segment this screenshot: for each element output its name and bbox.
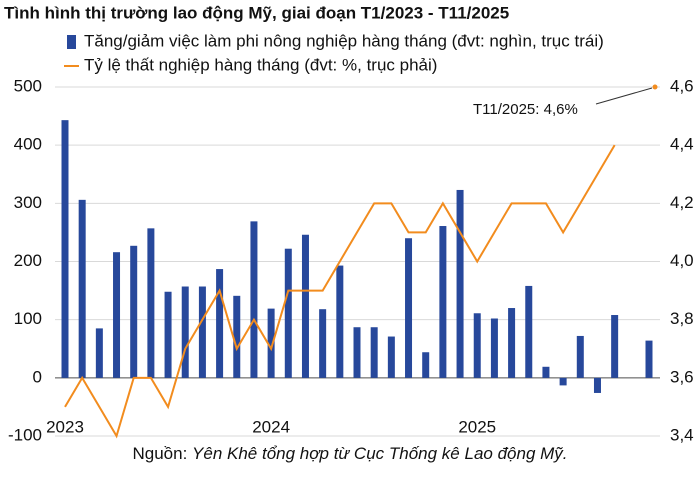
bar (336, 265, 344, 378)
bar (542, 366, 550, 378)
bar (473, 313, 481, 378)
y-tick-label: 100 (14, 309, 42, 328)
bar (61, 120, 69, 378)
bar (130, 245, 138, 378)
bar (611, 315, 619, 378)
bar (593, 377, 601, 393)
bar (439, 226, 447, 378)
source-text: Yên Khê tổng hợp từ Cục Thống kê Lao độn… (192, 444, 567, 463)
bar (422, 352, 430, 378)
bar (233, 295, 241, 378)
bar (370, 327, 378, 378)
bar (198, 286, 206, 378)
bar (113, 252, 121, 378)
y-tick-label: 300 (14, 193, 42, 212)
y2-tick-label: 3,4 (670, 425, 694, 444)
bar (250, 221, 258, 378)
bar (284, 248, 292, 378)
source: Nguồn: Yên Khê tổng hợp từ Cục Thống kê … (132, 444, 567, 463)
line-point (652, 84, 658, 90)
x-tick-label: 2023 (46, 417, 84, 436)
annotation: T11/2025: 4,6% (473, 101, 578, 118)
annotation-leader (595, 87, 653, 105)
bar (490, 318, 498, 378)
bar (576, 335, 584, 378)
y-tick-label: -100 (8, 425, 42, 444)
bar (353, 327, 361, 378)
bar (164, 291, 172, 378)
chart-title: Tình hình thị trường lao động Mỹ, giai đ… (4, 3, 509, 22)
y2-tick-label: 4,0 (670, 251, 694, 270)
legend-label: Tỷ lệ thất nghiệp hàng tháng (đvt: %, tr… (84, 55, 437, 74)
source-label: Nguồn: (132, 444, 187, 463)
bar (95, 328, 103, 378)
y-tick-label: 0 (33, 367, 42, 386)
x-tick-label: 2024 (252, 417, 290, 436)
legend-label: Tăng/giảm việc làm phi nông nghiệp hàng … (84, 31, 604, 50)
legend-swatch (67, 35, 76, 49)
y-tick-label: 400 (14, 135, 42, 154)
y2-tick-label: 3,8 (670, 309, 694, 328)
bar (147, 228, 155, 378)
bar (508, 308, 516, 378)
bar (456, 189, 464, 378)
bar (387, 336, 395, 378)
bar (301, 234, 309, 378)
bar (181, 286, 189, 378)
y2-tick-label: 4,2 (670, 193, 694, 212)
bar (267, 308, 275, 378)
bar (78, 199, 86, 378)
y2-tick-label: 4,6 (670, 76, 694, 95)
bar (319, 309, 327, 378)
x-tick-label: 2025 (458, 417, 496, 436)
y-tick-label: 500 (14, 76, 42, 95)
y2-tick-label: 4,4 (670, 135, 694, 154)
bar (216, 269, 224, 378)
bar (645, 340, 653, 378)
y-tick-label: 200 (14, 251, 42, 270)
bar (525, 285, 533, 378)
bar (405, 238, 413, 378)
bar (559, 377, 567, 386)
y2-tick-label: 3,6 (670, 367, 694, 386)
